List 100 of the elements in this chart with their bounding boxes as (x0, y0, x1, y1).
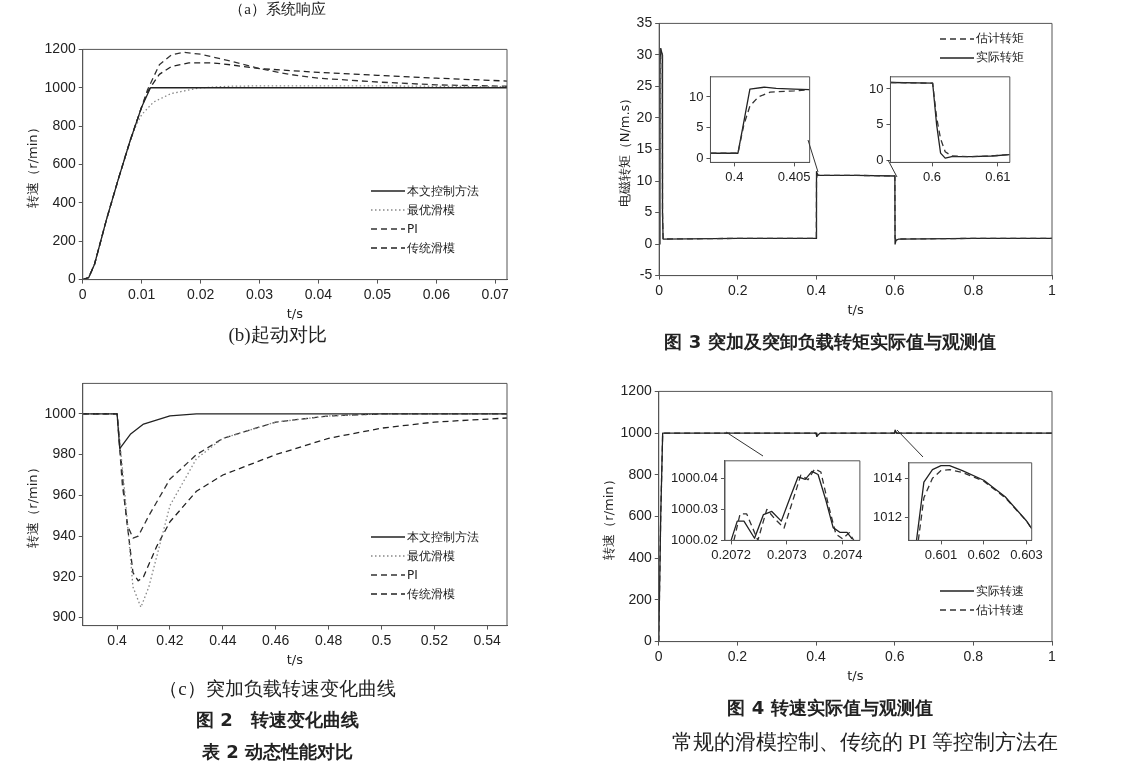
legend-label: 本文控制方法 (407, 182, 479, 200)
text: 常规的滑模控制、传统的 PI 等控制方法在 (670, 729, 1060, 756)
y-tick-label: 800 (628, 465, 652, 482)
y-tick-label: 15 (636, 140, 653, 157)
y-tick-label: 1000 (44, 404, 76, 421)
legend-label: 传统滑模 (407, 239, 455, 257)
x-tick-label: 0.54 (473, 631, 502, 648)
x-tick-label: 0.2 (727, 647, 748, 664)
caption: 图 2 转速变化曲线 (195, 708, 360, 732)
y-tick-label: 1000.04 (670, 469, 718, 485)
y-tick-label: 400 (52, 193, 76, 210)
y-axis-title: 转速（r/min） (25, 461, 41, 548)
y-tick-label: 10 (868, 80, 884, 96)
y-tick-label: -5 (639, 266, 653, 283)
y-tick-label: 400 (628, 549, 652, 566)
x-tick-label: 0.4 (725, 168, 744, 184)
legend-label: 最优滑模 (407, 547, 455, 565)
x-tick-label: 0.52 (420, 631, 449, 648)
y-tick-label: 1000.02 (670, 531, 718, 547)
text: (b)起动对比 (227, 323, 328, 347)
y-tick-label: 20 (636, 108, 653, 125)
x-tick-label: 0.05 (363, 285, 392, 302)
y-tick-label: 960 (52, 486, 76, 503)
y-tick-label: 0 (876, 151, 884, 167)
legend-label: PI (407, 220, 418, 238)
x-tick-label: 0 (655, 281, 664, 298)
x-tick-label: 1 (1048, 281, 1057, 298)
y-tick-label: 600 (628, 507, 652, 524)
x-tick-label: 0.405 (777, 168, 811, 184)
legend-label: 估计转速 (976, 601, 1024, 619)
x-tick-label: 0.603 (1010, 546, 1043, 562)
y-axis-title: 电磁转矩（N/m.s） (617, 91, 633, 208)
x-tick-label: 0.2072 (711, 546, 752, 562)
x-tick-label: 0.01 (128, 285, 156, 302)
y-tick-label: 5 (876, 116, 884, 132)
y-tick-label: 600 (52, 155, 76, 172)
x-tick-label: 0 (78, 285, 87, 302)
x-tick-label: 0.2073 (766, 546, 807, 562)
x-tick-label: 0.2 (728, 281, 748, 298)
x-tick-label: 0.5 (371, 631, 392, 648)
y-tick-label: 10 (636, 171, 653, 188)
x-tick-label: 0.03 (245, 285, 274, 302)
y-tick-label: 900 (52, 608, 76, 625)
y-tick-label: 1000 (620, 423, 652, 440)
y-tick-label: 1200 (44, 40, 76, 57)
x-axis-title: t/s (286, 651, 304, 667)
x-tick-label: 0.6 (922, 168, 942, 184)
x-tick-label: 0.06 (422, 285, 451, 302)
y-tick-label: 800 (52, 116, 76, 133)
y-tick-label: 200 (52, 232, 76, 249)
x-tick-label: 0.02 (186, 285, 215, 302)
text: （c）突加负载转速变化曲线 (158, 677, 397, 701)
x-tick-label: 0.6 (884, 647, 905, 664)
x-tick-label: 0.61 (985, 168, 1011, 184)
legend-label: 传统滑模 (407, 585, 455, 603)
x-axis-title: t/s (847, 301, 864, 317)
y-tick-label: 200 (628, 590, 652, 607)
y-tick-label: 35 (636, 14, 653, 31)
x-tick-label: 0.2074 (822, 546, 863, 562)
x-tick-label: 0.4 (107, 631, 128, 648)
y-tick-label: 1014 (873, 469, 902, 485)
x-tick-label: 0.601 (924, 546, 958, 562)
text: （a）系统响应 (228, 0, 327, 19)
y-tick-label: 5 (644, 203, 653, 220)
legend-label: PI (407, 566, 418, 584)
x-tick-label: 0.46 (262, 631, 290, 648)
y-tick-label: 980 (52, 445, 76, 462)
x-tick-label: 0.48 (314, 631, 343, 648)
y-tick-label: 10 (688, 88, 704, 104)
x-tick-label: 0.6 (885, 281, 905, 298)
x-axis-title: t/s (286, 305, 304, 321)
legend-label: 最优滑模 (407, 201, 455, 219)
x-tick-label: 0.04 (304, 285, 333, 302)
x-tick-label: 1 (1048, 647, 1057, 664)
x-tick-label: 0.4 (806, 647, 826, 664)
legend-label: 估计转矩 (976, 30, 1024, 48)
x-axis-title: t/s (847, 667, 864, 683)
y-tick-label: 0 (644, 234, 653, 251)
x-tick-label: 0.42 (156, 631, 184, 648)
y-tick-label: 0 (67, 270, 76, 287)
x-tick-label: 0.4 (806, 281, 827, 298)
y-axis-title: 转速（r/min） (601, 473, 617, 560)
x-tick-label: 0.8 (963, 647, 984, 664)
x-tick-label: 0.602 (967, 546, 1001, 562)
text: 图 3 突加及突卸负载转矩实际值与观测值 (663, 330, 997, 354)
x-tick-label: 0.07 (481, 285, 510, 302)
x-tick-label: 0.44 (209, 631, 237, 648)
y-tick-label: 1000 (44, 78, 76, 95)
text: 图 4 转速实际值与观测值 (726, 696, 934, 720)
y-tick-label: 940 (52, 526, 76, 543)
y-tick-label: 1012 (873, 508, 902, 524)
y-tick-label: 30 (636, 45, 653, 62)
y-tick-label: 25 (636, 77, 653, 94)
x-tick-label: 0.8 (963, 281, 984, 298)
text: 表 2 动态性能对比 (200, 740, 355, 764)
legend-label: 实际转速 (976, 582, 1024, 600)
legend-label: 本文控制方法 (407, 528, 479, 546)
legend-label: 实际转矩 (976, 49, 1024, 67)
y-axis-title: 转速（r/min） (25, 121, 41, 208)
y-tick-label: 1200 (620, 382, 652, 399)
